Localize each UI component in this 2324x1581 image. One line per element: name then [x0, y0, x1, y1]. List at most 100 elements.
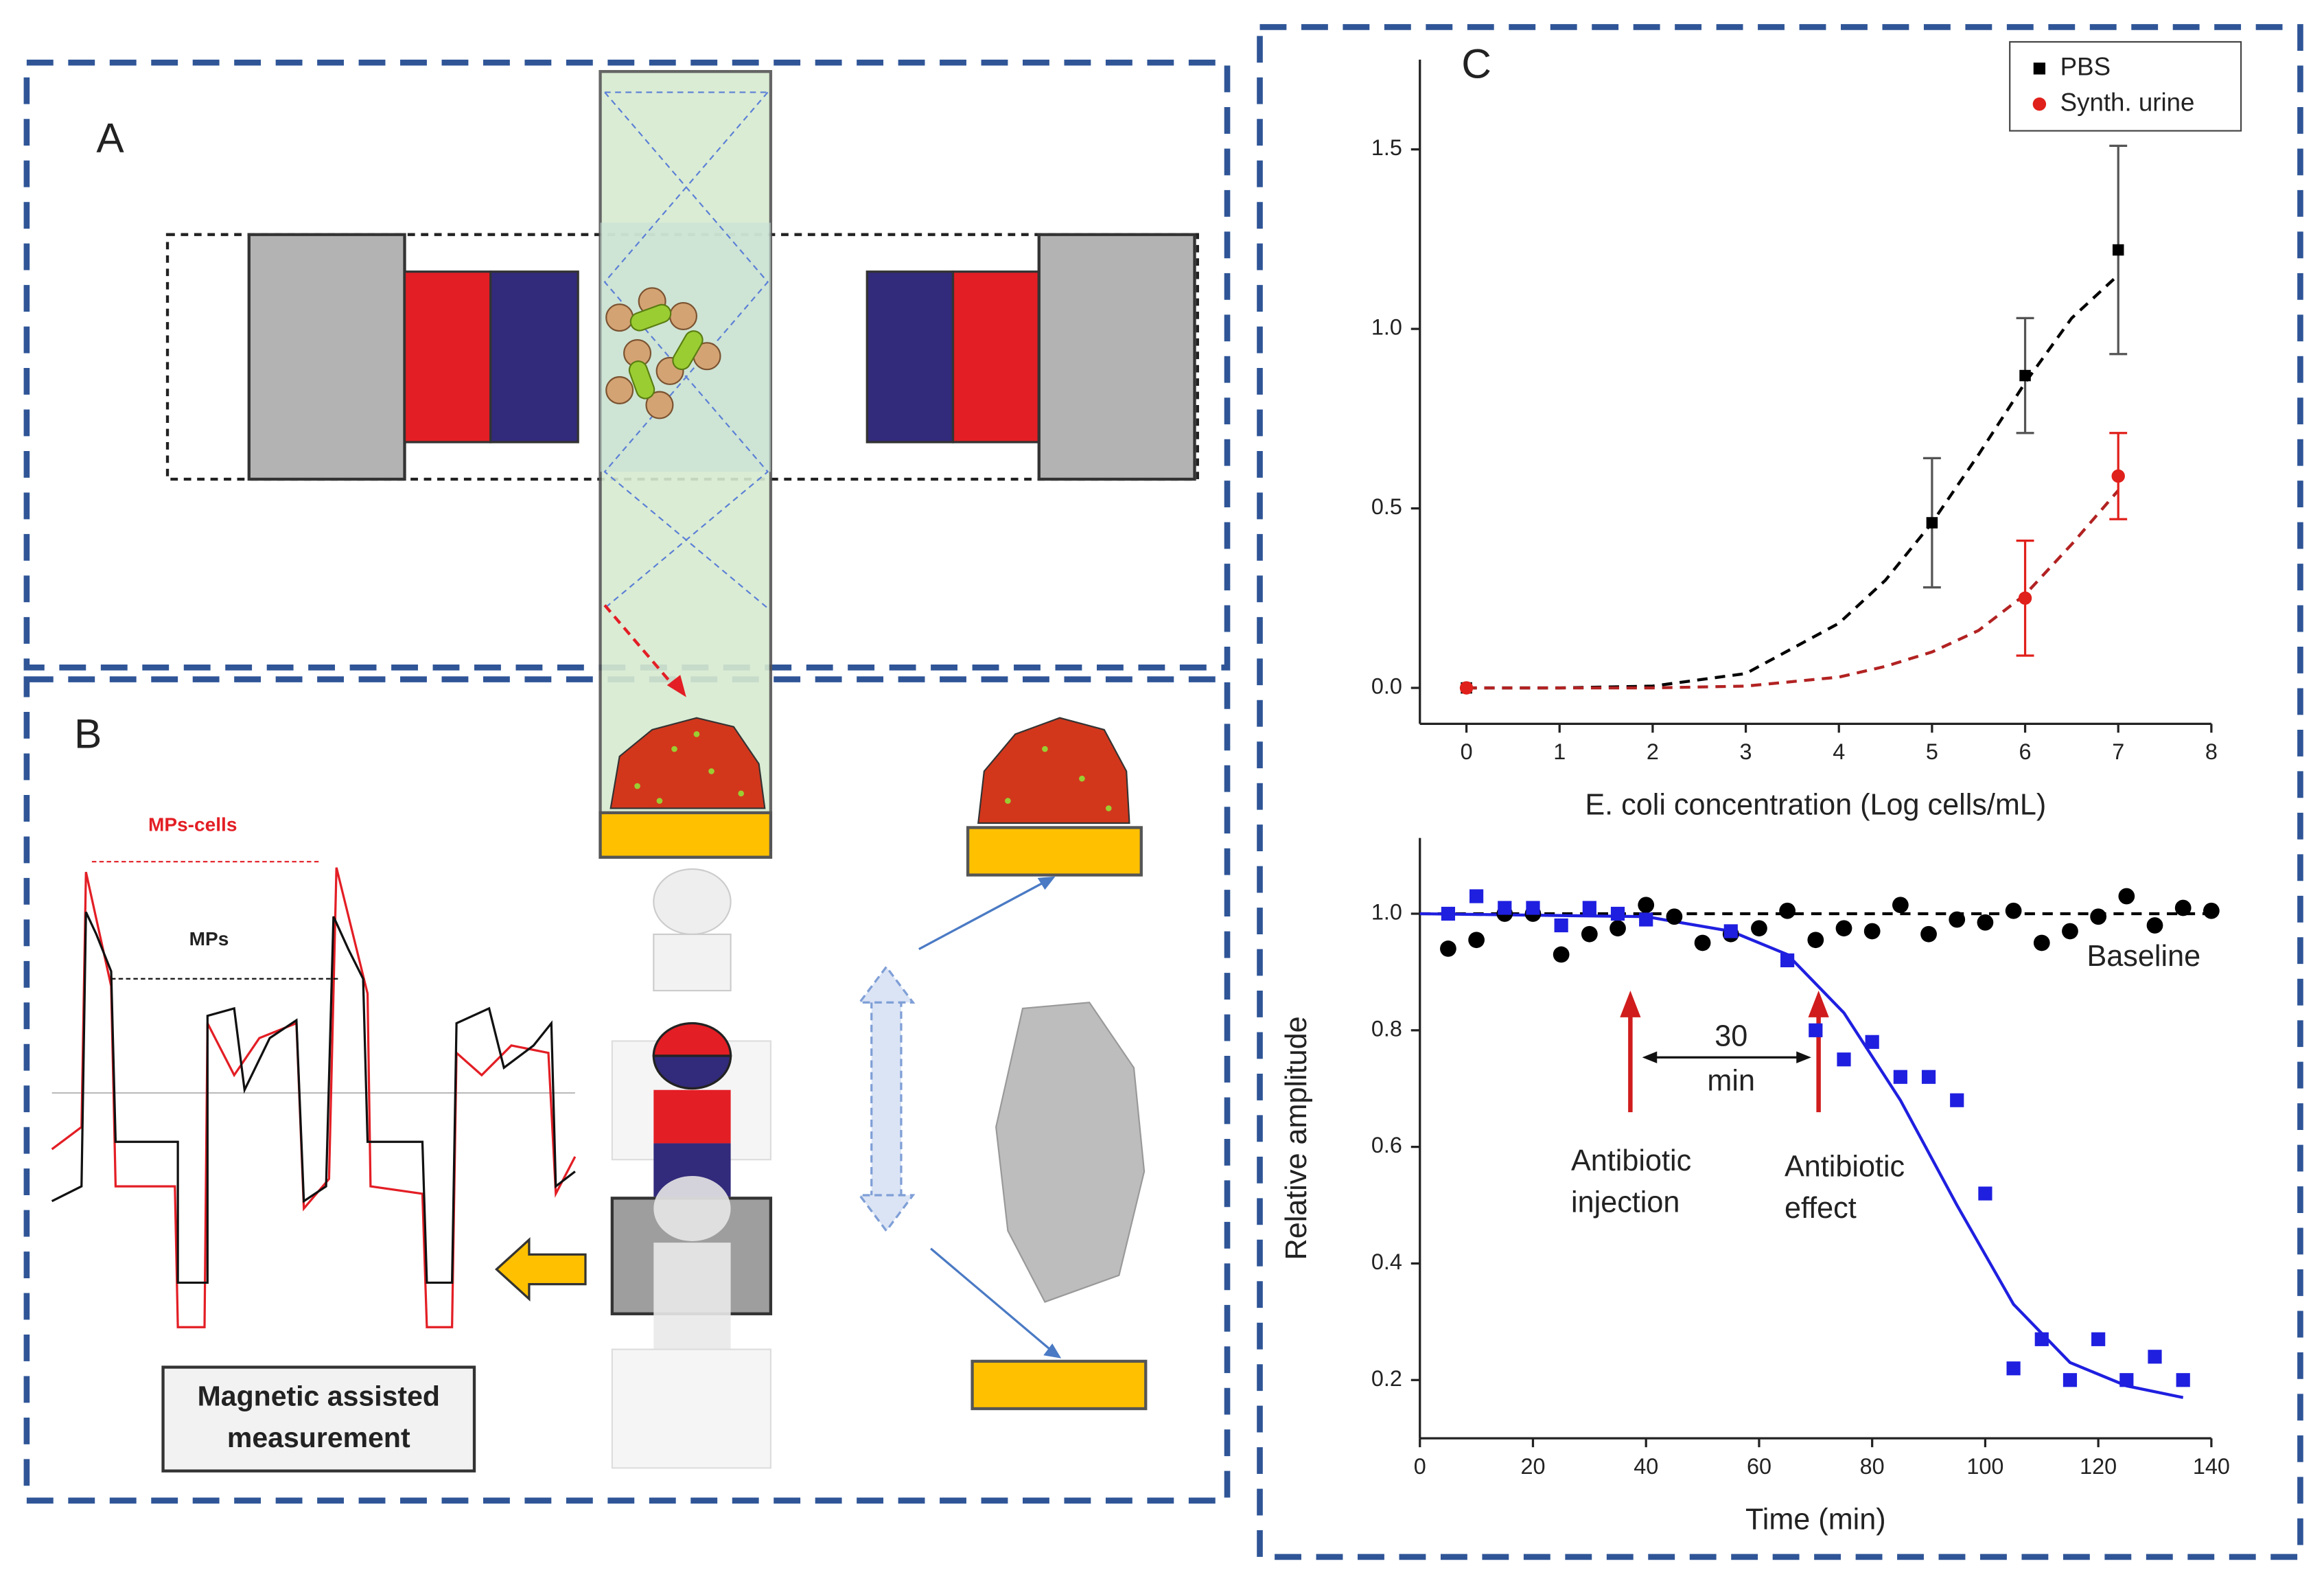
point	[1807, 932, 1824, 949]
point	[2091, 1332, 2106, 1346]
trace-label: MPs-cells	[148, 814, 237, 835]
x-tick-label: 4	[1833, 739, 1845, 764]
point	[2176, 1373, 2190, 1387]
y-tick-label: 0.6	[1371, 1133, 1402, 1157]
annotation: 30	[1715, 1020, 1747, 1053]
point	[1468, 932, 1485, 949]
y-tick-label: 1.0	[1371, 900, 1402, 925]
point	[2062, 1373, 2078, 1387]
x-axis-label: Time (min)	[1745, 1503, 1886, 1536]
y-tick-label: 1.0	[1371, 315, 1402, 340]
point	[2146, 917, 2163, 934]
arrow	[495, 1237, 587, 1302]
fit-line	[1466, 489, 2119, 690]
point	[1780, 953, 1795, 968]
y-tick-label: 0.8	[1371, 1016, 1402, 1041]
magnet-setup	[165, 233, 1199, 481]
caption-box	[161, 1365, 476, 1473]
point	[1865, 1035, 1879, 1049]
x-axis-label: E. coli concentration (Log cells/mL)	[1585, 789, 2046, 822]
x-tick-label: 5	[1926, 739, 1938, 764]
x-tick-label: 1	[1553, 739, 1566, 764]
x-tick-label: 3	[1740, 739, 1752, 764]
legend-marker	[2032, 97, 2047, 111]
y-axis-label: Relative amplitude	[1280, 1016, 1313, 1260]
point	[2111, 469, 2125, 483]
fit-line	[1466, 274, 2119, 690]
panel-label: C	[1461, 41, 1491, 87]
point	[1498, 901, 1512, 915]
point	[1610, 920, 1626, 937]
x-tick-label: 6	[2019, 739, 2032, 764]
point	[1893, 1070, 1907, 1084]
y-tick-label: 0.0	[1371, 674, 1402, 699]
x-tick-label: 2	[1647, 739, 1659, 764]
point	[1666, 908, 1683, 925]
panel-label: A	[96, 115, 124, 161]
trace-label: MPs	[189, 928, 229, 949]
point	[1950, 1093, 1964, 1107]
point	[2033, 934, 2050, 951]
point	[2018, 591, 2032, 605]
panel-c-frame	[1257, 24, 2303, 1560]
y-tick-label: 0.4	[1371, 1249, 1402, 1274]
x-tick-label: 0	[1461, 739, 1473, 764]
x-tick-label: 8	[2205, 739, 2218, 764]
sensor-illustration	[857, 717, 1148, 1411]
annotation: Antibiotic	[1785, 1151, 1905, 1184]
signal-traces	[51, 861, 577, 1328]
x-tick-label: 140	[2193, 1454, 2230, 1479]
point	[1459, 681, 1474, 695]
point	[1638, 897, 1655, 914]
x-tick-label: 120	[2080, 1454, 2117, 1479]
point	[1921, 1070, 1936, 1084]
x-tick-label: 80	[1860, 1454, 1885, 1479]
annotation: injection	[1571, 1186, 1680, 1219]
point	[1694, 934, 1711, 951]
point	[1554, 918, 1568, 933]
point	[1809, 1023, 1823, 1037]
y-tick-label: 1.5	[1371, 135, 1402, 160]
caption: measurement	[227, 1422, 410, 1453]
x-tick-label: 100	[1966, 1454, 2003, 1479]
point	[1837, 1052, 1851, 1067]
x-tick-label: 60	[1747, 1454, 1771, 1479]
point	[2174, 899, 2192, 916]
y-tick-label: 0.2	[1371, 1366, 1402, 1391]
panel-a-frame	[23, 59, 1231, 671]
legend-marker	[2033, 62, 2046, 75]
point	[1892, 897, 1909, 914]
x-tick-label: 40	[1634, 1454, 1658, 1479]
point	[1926, 517, 1938, 529]
fit-line	[1419, 912, 2184, 1399]
point	[1581, 925, 1598, 943]
point	[1582, 901, 1596, 915]
point	[1553, 946, 1570, 963]
point	[2090, 908, 2107, 925]
point	[1835, 920, 1852, 937]
point	[2005, 902, 2022, 919]
annotation: Baseline	[2087, 940, 2200, 973]
panel-label: B	[74, 711, 102, 757]
point	[1978, 1186, 1992, 1201]
caption: Magnetic assisted	[198, 1381, 440, 1412]
point	[1779, 902, 1796, 919]
point	[1949, 911, 1966, 928]
legend-label: PBS	[2060, 53, 2111, 81]
y-tick-label: 0.5	[1371, 494, 1402, 519]
legend-label: Synth. urine	[2060, 88, 2195, 116]
point	[2119, 1373, 2134, 1387]
point	[1751, 920, 1767, 937]
x-tick-label: 20	[1520, 1454, 1545, 1479]
point	[1920, 925, 1937, 943]
point	[2112, 244, 2124, 256]
point	[2019, 369, 2031, 382]
point	[1441, 906, 1456, 921]
point	[1863, 923, 1881, 940]
point	[1977, 914, 1994, 931]
annotation: effect	[1785, 1192, 1857, 1225]
point	[1610, 906, 1625, 921]
point	[1639, 912, 1653, 927]
point	[2062, 923, 2078, 940]
annotation: min	[1707, 1064, 1755, 1097]
